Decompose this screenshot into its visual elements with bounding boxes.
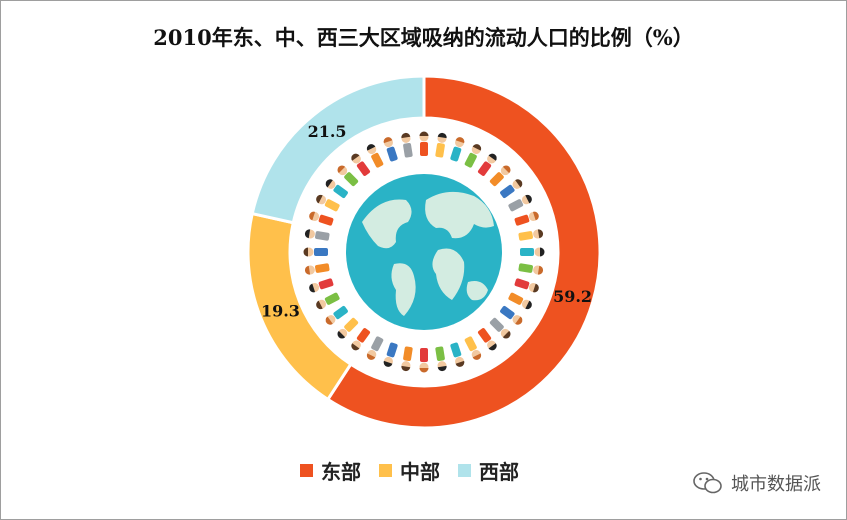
wechat-bubble-icon	[693, 472, 722, 494]
globe-illustration	[303, 131, 545, 373]
legend-swatch-east	[300, 464, 313, 477]
donut-slice-east	[325, 74, 602, 430]
donut-slice-west	[250, 74, 426, 225]
legend-label-east: 东部	[321, 460, 361, 484]
legend-item-east: 东部	[300, 456, 361, 485]
legend-swatch-central	[379, 464, 392, 477]
watermark-text: 城市数据派	[731, 474, 821, 495]
legend-item-central: 中部	[379, 456, 440, 485]
legend: 东部 中部 西部	[300, 456, 519, 485]
legend-label-west: 西部	[479, 460, 519, 484]
legend-swatch-west	[458, 464, 471, 477]
data-label-central: 19.3	[261, 301, 300, 320]
data-label-east: 59.2	[553, 287, 592, 306]
chart-title: 2010年东、中、西三大区域吸纳的流动人口的比例（%）	[153, 25, 694, 50]
watermark: 城市数据派	[693, 470, 821, 496]
data-label-west: 21.5	[308, 122, 347, 141]
legend-label-central: 中部	[400, 460, 440, 484]
legend-item-west: 西部	[458, 456, 519, 485]
